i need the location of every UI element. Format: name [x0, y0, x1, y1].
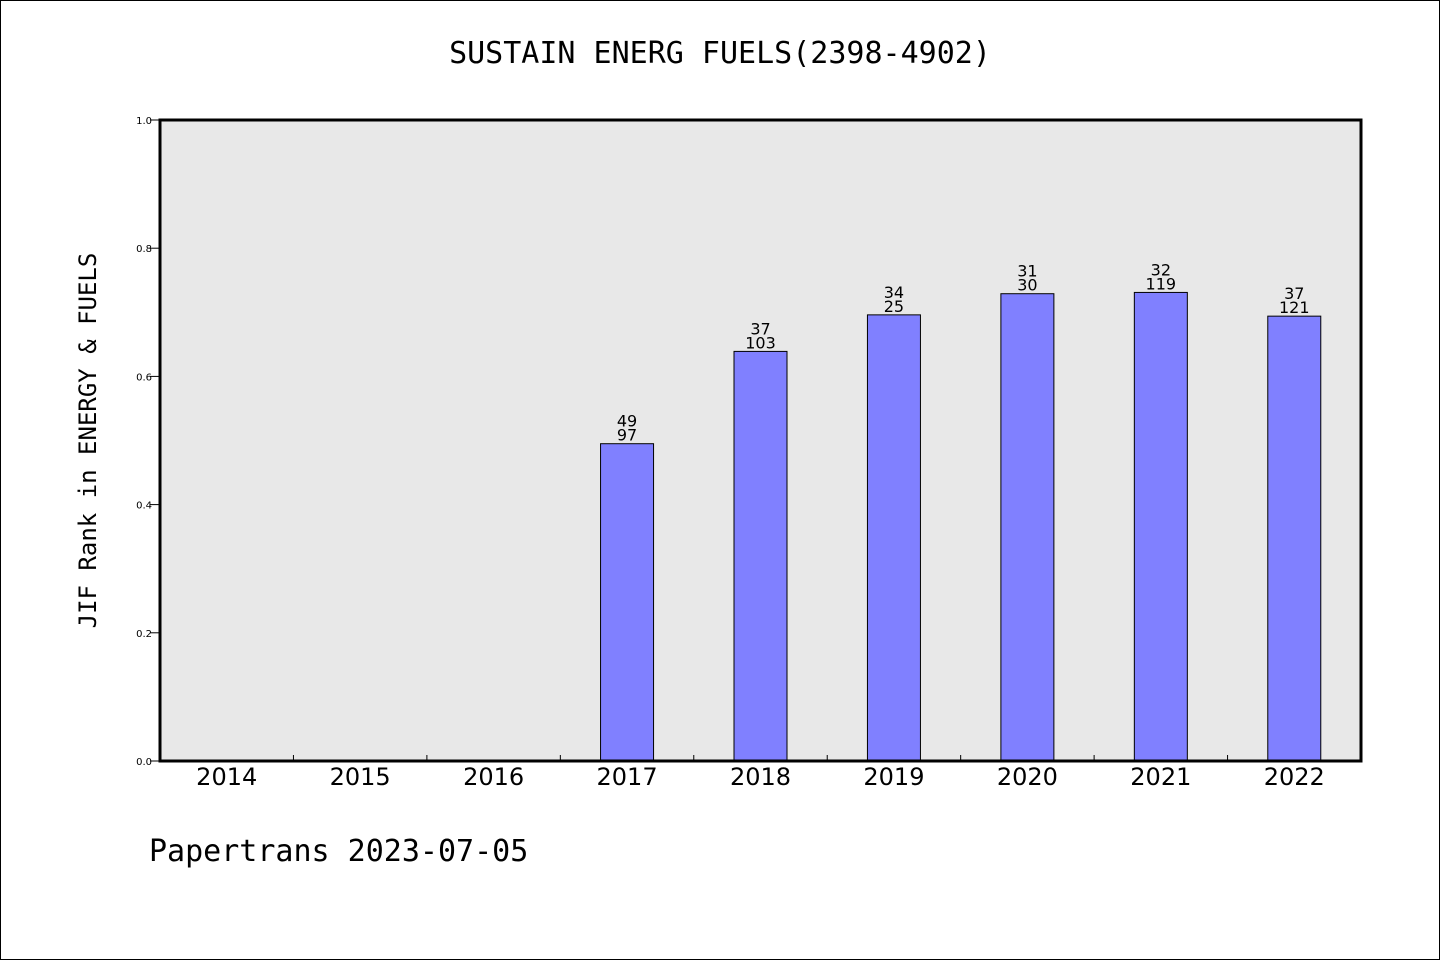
x-tick-label: 2021 — [1130, 763, 1191, 791]
x-axis: 2014 2015 2016 2017 2018 2019 2020 2021 2022 — [196, 755, 1325, 791]
y-axis: 0.0 0.2 0.4 0.6 0.8 1.0 — [136, 116, 160, 768]
y-axis-label: JIF Rank in ENERGY & FUELS — [74, 253, 102, 629]
x-tick-label: 2017 — [597, 763, 658, 791]
x-tick-label: 2015 — [330, 763, 391, 791]
y-tick-label: 0.4 — [136, 501, 152, 512]
x-tick-label: 2018 — [730, 763, 791, 791]
rank-label: 49 — [617, 412, 637, 431]
bars-group — [600, 291, 1322, 762]
x-tick-label: 2014 — [196, 763, 257, 791]
rank-label: 37 — [1284, 284, 1304, 303]
y-tick-label: 0.0 — [136, 757, 152, 768]
chart-title: SUSTAIN ENERG FUELS(2398-4902) — [449, 36, 991, 71]
rank-label: 32 — [1151, 260, 1171, 279]
rank-label: 34 — [884, 283, 904, 302]
footer-note: Papertrans 2023-07-05 — [149, 834, 529, 869]
y-tick-label: 0.8 — [136, 244, 152, 255]
bar-2018 — [733, 350, 788, 762]
total-label: 30 — [1017, 276, 1037, 295]
x-tick-label: 2019 — [863, 763, 924, 791]
bar-2022 — [1267, 315, 1322, 762]
bar-2019 — [866, 314, 921, 762]
rank-label: 37 — [750, 319, 770, 338]
total-label: 103 — [745, 333, 776, 352]
plot-border — [158, 118, 1363, 763]
total-label: 119 — [1146, 274, 1177, 293]
x-tick-label: 2022 — [1264, 763, 1325, 791]
y-tick-label: 0.6 — [136, 372, 152, 383]
y-tick-label: 1.0 — [136, 116, 152, 127]
x-tick-label: 2016 — [463, 763, 524, 791]
total-label: 97 — [617, 426, 637, 445]
x-tick-label: 2020 — [997, 763, 1058, 791]
y-tick-label: 0.2 — [136, 629, 152, 640]
total-label: 121 — [1279, 298, 1310, 317]
rank-label: 31 — [1017, 262, 1037, 281]
bar-2021 — [1133, 291, 1188, 762]
bar-2020 — [1000, 293, 1055, 762]
total-label: 25 — [884, 297, 904, 316]
bar-2017 — [600, 443, 655, 762]
